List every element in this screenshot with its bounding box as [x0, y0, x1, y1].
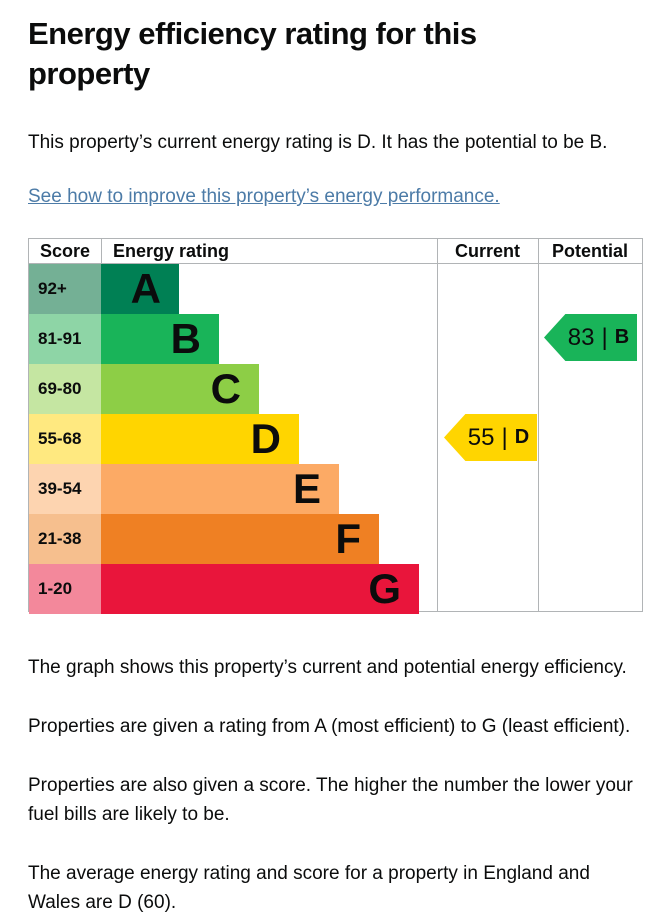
current-column-divider [437, 239, 438, 611]
band-score-range: 81-91 [29, 314, 101, 364]
band-row-g: 1-20 G [29, 564, 419, 614]
band-bar-a: A [101, 264, 179, 314]
band-rows: 92+ A 81-91 B 69-80 C 55-68 D 39-54 E 21… [29, 264, 419, 614]
header-potential: Potential [551, 240, 628, 261]
band-row-e: 39-54 E [29, 464, 419, 514]
score-column-divider [101, 239, 102, 263]
current-band-letter: D [514, 426, 530, 448]
description-paragraph: Properties are also given a score. The h… [28, 775, 633, 825]
improve-performance-link[interactable]: See how to improve this property’s energ… [28, 186, 500, 207]
potential-score: 83 [567, 323, 595, 351]
description-paragraph: Properties are given a rating from A (mo… [28, 716, 631, 737]
header-current: Current [454, 240, 520, 261]
band-bar-d: D [101, 414, 299, 464]
energy-rating-chart: Score Energy rating Current Potential 92… [28, 238, 643, 614]
band-bar-g: G [101, 564, 419, 614]
marker-separator: | [601, 323, 608, 351]
band-score-range: 92+ [29, 264, 101, 314]
potential-rating-marker: 83 | B [544, 314, 637, 361]
page-title: Energy efficiency rating for this proper… [28, 16, 477, 91]
band-score-range: 1-20 [29, 564, 101, 614]
band-bar-e: E [101, 464, 339, 514]
band-score-range: 55-68 [29, 414, 101, 464]
band-row-b: 81-91 B [29, 314, 419, 364]
band-row-c: 69-80 C [29, 364, 419, 414]
band-bar-b: B [101, 314, 219, 364]
band-score-range: 39-54 [29, 464, 101, 514]
potential-band-letter: B [614, 326, 630, 348]
band-row-d: 55-68 D [29, 414, 419, 464]
marker-separator: | [501, 423, 508, 451]
header-divider [29, 263, 642, 264]
header-energy-rating: Energy rating [113, 240, 230, 261]
band-bar-f: F [101, 514, 379, 564]
band-score-range: 21-38 [29, 514, 101, 564]
current-score: 55 [467, 423, 495, 451]
description-paragraph: The graph shows this property’s current … [28, 657, 627, 678]
potential-column-divider [538, 239, 539, 611]
band-score-range: 69-80 [29, 364, 101, 414]
description-paragraph: The average energy rating and score for … [28, 863, 590, 913]
header-score: Score [39, 240, 91, 261]
chart-header-row: Score Energy rating Current Potential [29, 239, 642, 263]
chart-description: The graph shows this property’s current … [28, 653, 643, 917]
band-row-f: 21-38 F [29, 514, 419, 564]
rating-summary-text: This property’s current energy rating is… [28, 132, 608, 153]
band-bar-c: C [101, 364, 259, 414]
current-rating-marker: 55 | D [444, 414, 537, 461]
band-row-a: 92+ A [29, 264, 419, 314]
